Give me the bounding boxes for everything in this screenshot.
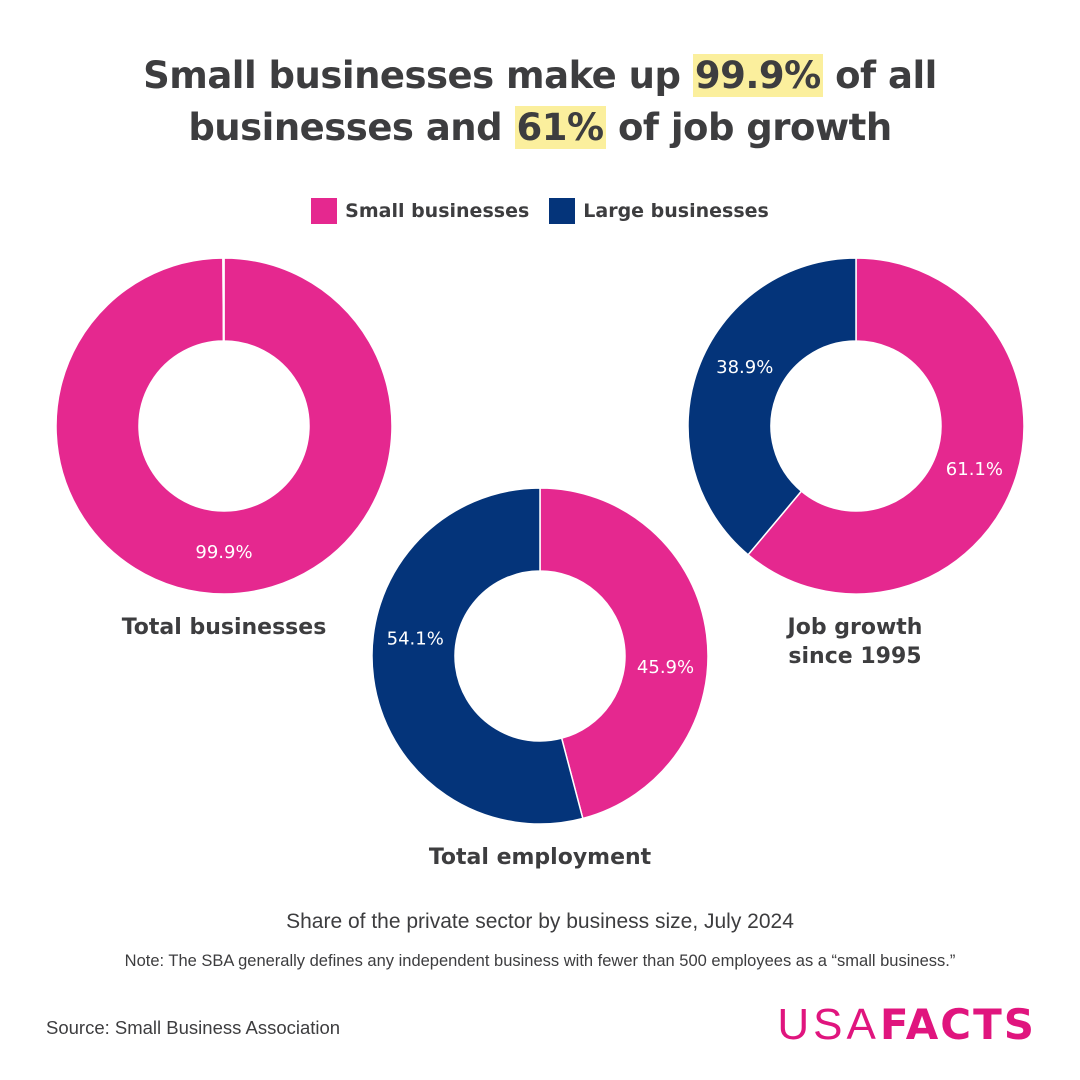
data-label-small: 45.9%: [637, 657, 694, 678]
logo-facts: FACTS: [879, 1000, 1036, 1049]
donut-slice-large: [687, 257, 857, 556]
legend-label-large: Large businesses: [583, 200, 769, 222]
donut-slice-large: [371, 487, 584, 825]
usafacts-logo: USAFACTS: [777, 1000, 1036, 1050]
chart-subtitle: Share of the private sector by business …: [286, 910, 794, 933]
source-text: Source: Small Business Association: [46, 1017, 341, 1038]
title-line-1: Small businesses make up 99.9% of all: [143, 54, 937, 97]
donut-0: 99.9%: [55, 257, 393, 595]
donut-1: 45.9% 54.1%: [371, 487, 709, 825]
data-label-small: 99.9%: [195, 542, 252, 563]
data-label-small: 61.1%: [946, 459, 1003, 480]
title-highlight-99-9: 99.9%: [692, 54, 823, 97]
data-label-large: 38.9%: [716, 357, 773, 378]
caption-total-employment: Total employment: [428, 845, 652, 870]
donut-slice-small: [55, 257, 393, 595]
caption-total-businesses: Total businesses: [121, 615, 327, 640]
caption-job-growth-line2: since 1995: [788, 644, 922, 669]
donut-slice-small: [539, 487, 709, 820]
legend-item-large: Large businesses: [549, 198, 769, 224]
legend-label-small: Small businesses: [345, 200, 530, 222]
caption-job-growth: Job growth since 1995: [705, 613, 1005, 671]
legend-swatch-large: [549, 198, 576, 224]
legend-swatch-small: [311, 198, 338, 224]
caption-job-growth-line1: Job growth: [787, 615, 923, 640]
data-label-large: 54.1%: [387, 628, 444, 649]
logo-usa: USA: [777, 1000, 880, 1049]
title-highlight-61: 61%: [514, 106, 606, 149]
donut-slice-large: [222, 257, 225, 342]
chart-title: Small businesses make up 99.9% of all bu…: [0, 50, 1080, 154]
title-line-2: businesses and 61% of job growth: [188, 106, 892, 149]
chart-note: Note: The SBA generally defines any inde…: [124, 952, 956, 970]
donut-2: 61.1% 38.9%: [687, 257, 1025, 595]
legend-item-small: Small businesses: [311, 198, 529, 224]
donut-slice-small: [747, 257, 1025, 595]
legend: Small businesses Large businesses: [0, 198, 1080, 224]
